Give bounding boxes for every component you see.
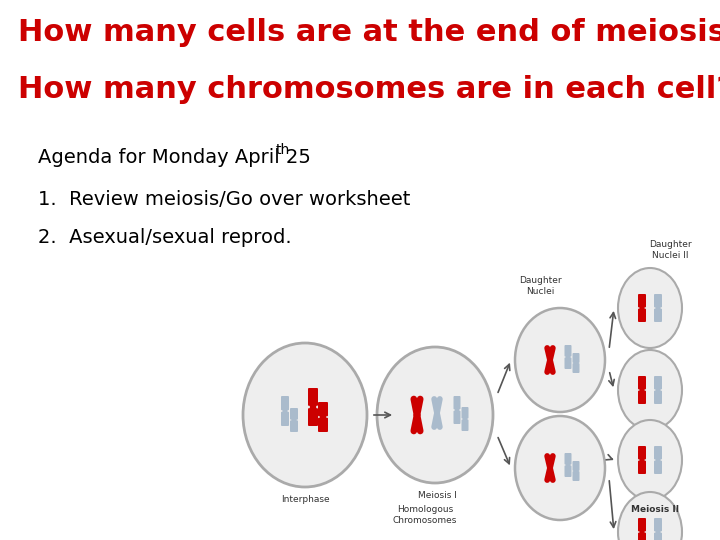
Ellipse shape xyxy=(515,308,605,412)
FancyBboxPatch shape xyxy=(654,308,662,322)
FancyBboxPatch shape xyxy=(639,458,644,462)
FancyBboxPatch shape xyxy=(292,418,297,422)
FancyBboxPatch shape xyxy=(308,408,318,426)
Ellipse shape xyxy=(618,420,682,500)
Ellipse shape xyxy=(618,492,682,540)
FancyBboxPatch shape xyxy=(655,388,660,392)
FancyBboxPatch shape xyxy=(654,294,662,307)
FancyBboxPatch shape xyxy=(638,308,646,322)
Text: Daughter
Nuclei: Daughter Nuclei xyxy=(518,276,562,296)
FancyBboxPatch shape xyxy=(318,402,328,416)
Text: Agenda for Monday April 25: Agenda for Monday April 25 xyxy=(38,148,311,167)
FancyBboxPatch shape xyxy=(572,353,580,363)
FancyBboxPatch shape xyxy=(564,453,572,465)
FancyBboxPatch shape xyxy=(654,376,662,389)
Text: Meiosis I: Meiosis I xyxy=(418,491,456,500)
Text: th: th xyxy=(276,143,290,157)
FancyBboxPatch shape xyxy=(564,345,572,357)
FancyBboxPatch shape xyxy=(463,417,467,421)
FancyBboxPatch shape xyxy=(654,446,662,460)
FancyBboxPatch shape xyxy=(462,420,469,431)
Ellipse shape xyxy=(243,343,367,487)
FancyBboxPatch shape xyxy=(281,411,289,426)
FancyBboxPatch shape xyxy=(638,446,646,460)
Text: How many chromosomes are in each cell?: How many chromosomes are in each cell? xyxy=(18,75,720,104)
FancyBboxPatch shape xyxy=(566,463,570,467)
FancyBboxPatch shape xyxy=(574,361,578,365)
FancyBboxPatch shape xyxy=(572,471,580,481)
FancyBboxPatch shape xyxy=(638,461,646,474)
FancyBboxPatch shape xyxy=(574,469,578,472)
Ellipse shape xyxy=(618,350,682,430)
FancyBboxPatch shape xyxy=(310,404,316,410)
FancyBboxPatch shape xyxy=(572,461,580,471)
FancyBboxPatch shape xyxy=(308,388,318,406)
FancyBboxPatch shape xyxy=(654,518,662,531)
FancyBboxPatch shape xyxy=(654,390,662,404)
FancyBboxPatch shape xyxy=(638,390,646,404)
FancyBboxPatch shape xyxy=(454,410,461,424)
Ellipse shape xyxy=(618,268,682,348)
Text: 1.  Review meiosis/Go over worksheet: 1. Review meiosis/Go over worksheet xyxy=(38,190,410,209)
FancyBboxPatch shape xyxy=(655,306,660,310)
Text: Homologous
Chromosomes: Homologous Chromosomes xyxy=(393,505,457,525)
FancyBboxPatch shape xyxy=(455,408,459,412)
FancyBboxPatch shape xyxy=(318,417,328,432)
Ellipse shape xyxy=(515,416,605,520)
FancyBboxPatch shape xyxy=(639,306,644,310)
Text: 2.  Asexual/sexual reprod.: 2. Asexual/sexual reprod. xyxy=(38,228,292,247)
FancyBboxPatch shape xyxy=(320,415,326,419)
FancyBboxPatch shape xyxy=(638,518,646,531)
FancyBboxPatch shape xyxy=(655,530,660,534)
FancyBboxPatch shape xyxy=(290,420,298,432)
FancyBboxPatch shape xyxy=(462,407,469,419)
Text: Daughter
Nuclei II: Daughter Nuclei II xyxy=(649,240,691,260)
FancyBboxPatch shape xyxy=(655,458,660,462)
Text: How many cells are at the end of meiosis?: How many cells are at the end of meiosis… xyxy=(18,18,720,47)
FancyBboxPatch shape xyxy=(639,530,644,534)
FancyBboxPatch shape xyxy=(654,461,662,474)
FancyBboxPatch shape xyxy=(290,408,298,420)
FancyBboxPatch shape xyxy=(638,294,646,307)
FancyBboxPatch shape xyxy=(572,363,580,373)
FancyBboxPatch shape xyxy=(564,357,572,369)
Ellipse shape xyxy=(377,347,493,483)
FancyBboxPatch shape xyxy=(281,396,289,410)
FancyBboxPatch shape xyxy=(654,532,662,540)
FancyBboxPatch shape xyxy=(638,532,646,540)
Text: Meiosis II: Meiosis II xyxy=(631,505,679,514)
FancyBboxPatch shape xyxy=(282,409,287,413)
Text: Interphase: Interphase xyxy=(281,495,329,504)
FancyBboxPatch shape xyxy=(454,396,461,409)
FancyBboxPatch shape xyxy=(566,355,570,359)
FancyBboxPatch shape xyxy=(564,465,572,477)
FancyBboxPatch shape xyxy=(638,376,646,389)
FancyBboxPatch shape xyxy=(639,388,644,392)
